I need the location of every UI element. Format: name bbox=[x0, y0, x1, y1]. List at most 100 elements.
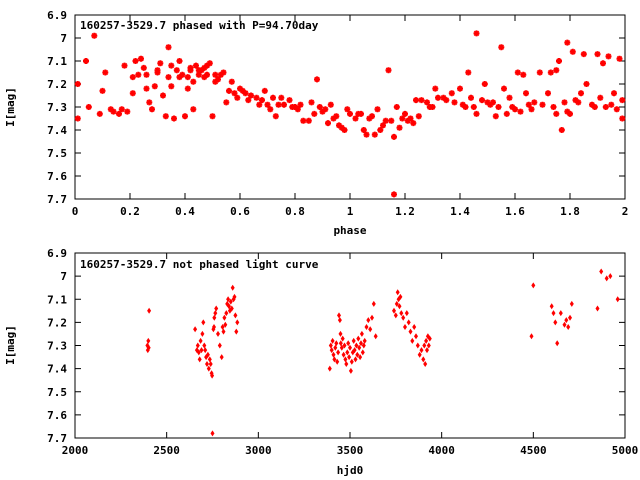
x-tick-label: 1.2 bbox=[395, 205, 415, 218]
data-point bbox=[129, 73, 137, 81]
data-point bbox=[615, 296, 620, 303]
data-point bbox=[203, 71, 211, 79]
data-point bbox=[206, 59, 214, 68]
data-point bbox=[531, 282, 536, 289]
data-point bbox=[555, 57, 563, 65]
data-point bbox=[336, 349, 341, 356]
data-point bbox=[368, 326, 373, 333]
data-point bbox=[331, 351, 336, 358]
data-point bbox=[615, 54, 624, 63]
data-point bbox=[610, 89, 618, 97]
data-point bbox=[582, 80, 591, 88]
data-point bbox=[247, 91, 255, 100]
data-point bbox=[197, 356, 202, 363]
data-point bbox=[74, 80, 82, 88]
data-point bbox=[134, 71, 143, 79]
data-point bbox=[234, 328, 239, 335]
data-point bbox=[604, 275, 609, 282]
data-point bbox=[410, 337, 415, 344]
data-point bbox=[142, 71, 151, 79]
data-point bbox=[569, 300, 574, 307]
data-point bbox=[403, 324, 407, 330]
data-point bbox=[434, 94, 442, 102]
data-point bbox=[447, 89, 456, 97]
data-point bbox=[271, 112, 280, 120]
x-tick-label: 0.8 bbox=[285, 205, 305, 218]
data-point bbox=[368, 112, 376, 120]
data-point bbox=[406, 319, 411, 326]
data-point bbox=[324, 119, 332, 127]
data-point bbox=[428, 103, 437, 111]
data-point bbox=[224, 310, 229, 317]
data-point bbox=[552, 66, 561, 74]
y-axis-ticks: 6.9 7 7.1 7.2 7.3 7.4 7.5 7.6 7.7 bbox=[47, 247, 625, 445]
x-tick-label: 2500 bbox=[153, 444, 180, 457]
data-point bbox=[560, 98, 569, 107]
data-point bbox=[384, 66, 393, 74]
data-point bbox=[519, 71, 528, 79]
data-point bbox=[228, 77, 236, 86]
data-point bbox=[178, 71, 187, 79]
data-point bbox=[469, 103, 478, 111]
data-point bbox=[387, 117, 396, 125]
data-point bbox=[381, 117, 390, 125]
data-point bbox=[137, 54, 145, 63]
data-point bbox=[461, 103, 470, 111]
y-tick-label: 7.7 bbox=[47, 432, 67, 445]
phased-light-curve-panel: 0 0.2 0.4 0.6 0.8 1 1.2 1.4 1.6 1.8 2 6.9 7 7.1 7.2 7.… bbox=[4, 9, 628, 237]
x-tick-label: 1 bbox=[347, 205, 354, 218]
data-point bbox=[555, 340, 560, 347]
data-point bbox=[409, 119, 418, 127]
data-point bbox=[364, 324, 369, 330]
data-point bbox=[189, 105, 198, 114]
data-point bbox=[142, 84, 151, 93]
x-tick-label: 0.4 bbox=[175, 205, 195, 218]
data-point bbox=[551, 310, 556, 317]
data-point bbox=[230, 284, 235, 291]
data-point bbox=[327, 365, 332, 372]
data-point bbox=[395, 123, 404, 132]
data-point bbox=[505, 94, 514, 102]
data-point bbox=[82, 57, 90, 65]
data-point bbox=[412, 324, 417, 330]
x-axis-label: phase bbox=[333, 224, 366, 237]
data-point bbox=[153, 66, 162, 74]
data-point bbox=[478, 96, 486, 104]
x-axis-ticks: 0 0.2 0.4 0.6 0.8 1 1.2 1.4 1.6 1.8 2 bbox=[72, 15, 629, 218]
data-point bbox=[334, 340, 339, 347]
data-point bbox=[219, 354, 224, 361]
data-point bbox=[563, 38, 572, 47]
data-point bbox=[151, 82, 159, 91]
data-point bbox=[120, 61, 129, 70]
data-point bbox=[472, 110, 481, 118]
data-point bbox=[210, 430, 215, 437]
y-tick-label: 7.1 bbox=[47, 293, 67, 306]
data-point bbox=[186, 64, 195, 72]
data-point bbox=[351, 337, 356, 344]
data-point bbox=[258, 96, 266, 104]
data-point bbox=[167, 82, 176, 91]
data-point bbox=[419, 347, 424, 354]
data-point bbox=[423, 361, 428, 367]
data-point bbox=[373, 105, 382, 114]
data-point bbox=[421, 356, 426, 363]
data-point bbox=[516, 107, 525, 116]
data-point bbox=[557, 126, 566, 134]
data-point bbox=[129, 89, 137, 97]
x-tick-label: 4000 bbox=[428, 444, 455, 457]
data-point bbox=[566, 324, 571, 330]
x-tick-label: 2 bbox=[622, 205, 629, 218]
data-point bbox=[184, 84, 192, 93]
x-tick-label: 0.6 bbox=[230, 205, 250, 218]
data-point bbox=[162, 112, 170, 120]
y-tick-label: 7.3 bbox=[47, 340, 67, 353]
data-point bbox=[595, 305, 600, 312]
data-point bbox=[404, 310, 409, 317]
data-point bbox=[390, 133, 398, 141]
data-point bbox=[205, 361, 209, 367]
data-point bbox=[333, 344, 338, 351]
data-point bbox=[604, 52, 613, 61]
data-point bbox=[442, 96, 451, 104]
data-point bbox=[181, 112, 189, 120]
data-point bbox=[167, 61, 176, 70]
